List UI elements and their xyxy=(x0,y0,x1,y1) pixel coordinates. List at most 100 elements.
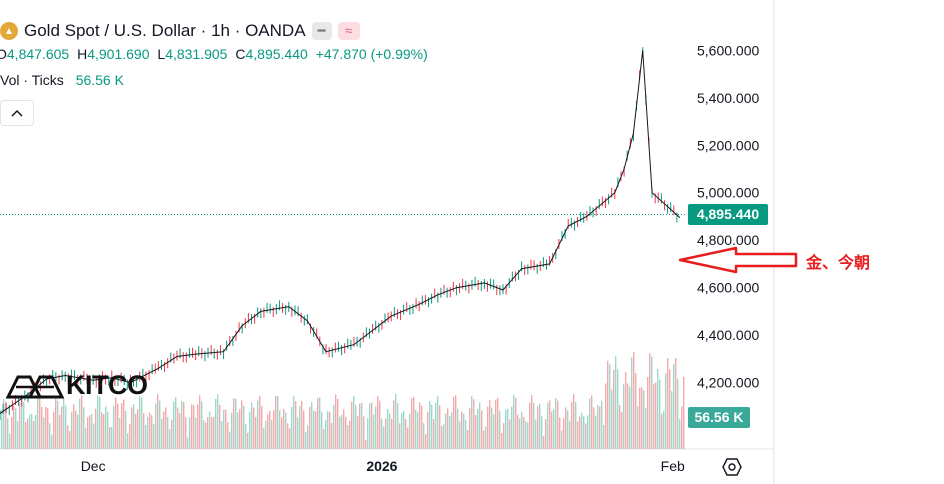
volume-bar xyxy=(391,418,393,449)
volume-bar xyxy=(211,417,213,449)
volume-bar xyxy=(113,406,115,449)
x-axis-ticks: Dec 2026 Feb xyxy=(81,458,685,474)
volume-bar xyxy=(37,398,39,449)
volume-bar xyxy=(83,407,85,449)
volume-bar xyxy=(241,400,243,449)
volume-bar xyxy=(421,405,423,449)
chart-legend-title[interactable]: ▲ Gold Spot / U.S. Dollar · 1h · OANDA ━… xyxy=(0,18,360,44)
volume-bar xyxy=(139,396,141,449)
volume-bar xyxy=(223,409,225,449)
volume-bar xyxy=(109,427,111,449)
y-tick-label: 4,800.000 xyxy=(697,232,759,248)
volume-bar xyxy=(333,404,335,449)
volume-bar xyxy=(91,414,93,449)
volume-bar xyxy=(399,423,401,449)
volume-bar xyxy=(65,405,67,449)
volume-bar xyxy=(633,351,635,449)
volume-bar xyxy=(645,407,647,449)
volume-bar xyxy=(595,415,597,449)
volume-bar xyxy=(423,423,425,449)
volume-bar xyxy=(87,417,89,449)
y-tick-label: 5,400.000 xyxy=(697,90,759,106)
collapse-legend-button[interactable] xyxy=(0,100,34,126)
volume-bar xyxy=(401,412,403,449)
volume-bar xyxy=(657,369,659,449)
volume-bar xyxy=(641,387,643,449)
volume-bar xyxy=(23,402,25,449)
volume-bar xyxy=(293,396,295,449)
volume-bar xyxy=(99,397,101,449)
volume-legend[interactable]: Vol · Ticks 56.56 K xyxy=(0,72,124,88)
y-tick-label: 5,000.000 xyxy=(697,185,759,201)
volume-bar xyxy=(371,402,373,449)
volume-price-label: 56.56 K xyxy=(688,407,750,428)
volume-bar xyxy=(103,414,105,449)
volume-bar xyxy=(383,426,385,449)
annotation-arrow xyxy=(678,246,798,274)
volume-bar xyxy=(583,416,585,449)
volume-bar xyxy=(597,404,599,449)
volume-bar xyxy=(269,411,271,449)
volume-bar xyxy=(169,429,171,449)
volume-bar xyxy=(321,411,323,449)
y-tick-label: 5,600.000 xyxy=(697,42,759,58)
volume-bar xyxy=(485,426,487,449)
volume-bar xyxy=(297,417,299,449)
volume-bar xyxy=(579,416,581,449)
volume-bar xyxy=(51,434,53,449)
volume-bar xyxy=(529,402,531,449)
volume-bar xyxy=(187,437,189,449)
volume-bar xyxy=(491,407,493,449)
volume-bar xyxy=(147,416,149,449)
volume-bar xyxy=(105,406,107,449)
volume-bar xyxy=(589,398,591,449)
volume-bar xyxy=(235,398,237,449)
volume-bar xyxy=(673,364,675,449)
volume-bar xyxy=(531,395,533,449)
minus-icon[interactable]: ━ xyxy=(311,22,332,40)
volume-bar xyxy=(521,411,523,449)
volume-bar xyxy=(217,394,219,449)
volume-bar xyxy=(397,403,399,449)
volume-bar xyxy=(303,410,305,449)
volume-bar xyxy=(165,407,167,449)
volume-bar xyxy=(609,364,611,449)
volume-bar xyxy=(247,432,249,449)
volume-bar xyxy=(679,419,681,449)
volume-bar xyxy=(221,420,223,449)
volume-bar xyxy=(45,406,47,449)
settings-icon[interactable] xyxy=(722,457,742,477)
volume-bar xyxy=(455,395,457,449)
x-tick-label: Feb xyxy=(661,458,685,474)
volume-bar xyxy=(453,396,455,449)
volume-bar xyxy=(501,433,503,449)
volume-bar xyxy=(141,397,143,449)
wave-icon[interactable]: ≈ xyxy=(337,22,360,40)
volume-bar xyxy=(505,409,507,449)
volume-bar xyxy=(137,409,139,449)
volume-bar xyxy=(449,416,451,449)
volume-bar xyxy=(613,369,615,449)
volume-bar xyxy=(405,419,407,449)
open-key: O xyxy=(0,46,7,62)
price-series-line xyxy=(0,50,681,414)
volume-bar xyxy=(337,398,339,449)
volume-bar xyxy=(681,406,683,449)
volume-bar xyxy=(209,411,211,449)
volume-bar xyxy=(47,408,49,449)
chevron-up-icon xyxy=(11,109,23,117)
volume-bar xyxy=(591,395,593,449)
volume-bar xyxy=(519,418,521,449)
volume-bar xyxy=(379,400,381,449)
volume-bar xyxy=(173,401,175,449)
volume-bar xyxy=(495,399,497,449)
volume-bar xyxy=(441,426,443,449)
volume-bar xyxy=(447,408,449,449)
volume-bar xyxy=(373,414,375,449)
volume-bar xyxy=(249,411,251,449)
volume-bar xyxy=(229,431,231,449)
volume-bar xyxy=(289,428,291,449)
volume-bar xyxy=(339,416,341,449)
volume-bar xyxy=(255,417,257,449)
